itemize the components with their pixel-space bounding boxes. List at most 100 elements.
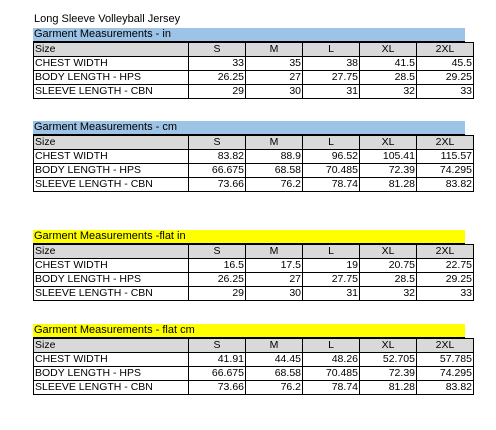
table-cell: 48.26 — [302, 352, 360, 367]
measurement-table: Size S M L XL 2XL CHEST WIDTH 16.5 17.5 … — [33, 244, 474, 301]
header-cell: M — [245, 135, 303, 150]
table-cell: 22.75 — [416, 258, 474, 273]
table-cell: 26.25 — [188, 272, 246, 287]
table-row: SLEEVE LENGTH - CBN 29 30 31 32 33 — [33, 286, 474, 301]
row-label: BODY LENGTH - HPS — [33, 163, 189, 178]
row-label: BODY LENGTH - HPS — [33, 70, 189, 85]
table-cell: 32 — [359, 84, 417, 99]
table-cell: 29 — [188, 84, 246, 99]
table-row: SLEEVE LENGTH - CBN 29 30 31 32 33 — [33, 84, 474, 99]
table-cell: 83.82 — [416, 177, 474, 192]
table-cell: 26.25 — [188, 70, 246, 85]
table-cell: 28.5 — [359, 70, 417, 85]
table-cell: 35 — [245, 56, 303, 71]
section-title: Garment Measurements - cm — [33, 121, 465, 135]
header-cell-size: Size — [33, 42, 189, 57]
table-cell: 45.5 — [416, 56, 474, 71]
table-cell: 29.25 — [416, 70, 474, 85]
table-cell: 31 — [302, 286, 360, 301]
measurement-section-flat-in: Garment Measurements -flat in Size S M L… — [33, 230, 474, 301]
table-cell: 70.485 — [302, 366, 360, 381]
table-row: SLEEVE LENGTH - CBN 73.66 76.2 78.74 81.… — [33, 177, 474, 192]
table-cell: 30 — [245, 84, 303, 99]
table-cell: 74.295 — [416, 366, 474, 381]
table-row: CHEST WIDTH 41.91 44.45 48.26 52.705 57.… — [33, 352, 474, 367]
table-cell: 29.25 — [416, 272, 474, 287]
table-cell: 81.28 — [359, 177, 417, 192]
section-title: Garment Measurements - flat cm — [33, 324, 465, 338]
table-cell: 78.74 — [302, 177, 360, 192]
table-cell: 72.39 — [359, 163, 417, 178]
table-cell: 105.41 — [359, 149, 417, 164]
header-cell: M — [245, 42, 303, 57]
table-cell: 44.45 — [245, 352, 303, 367]
header-cell: S — [188, 135, 246, 150]
document-title: Long Sleeve Volleyball Jersey — [34, 13, 181, 25]
measurement-section-cm: Garment Measurements - cm Size S M L XL … — [33, 121, 474, 192]
row-label: SLEEVE LENGTH - CBN — [33, 380, 189, 395]
table-cell: 66.675 — [188, 163, 246, 178]
table-cell: 73.66 — [188, 177, 246, 192]
header-cell: 2XL — [416, 338, 474, 353]
table-cell: 33 — [188, 56, 246, 71]
table-cell: 78.74 — [302, 380, 360, 395]
header-cell: L — [302, 244, 360, 259]
table-header-row: Size S M L XL 2XL — [33, 338, 474, 353]
row-label: SLEEVE LENGTH - CBN — [33, 177, 189, 192]
table-row: BODY LENGTH - HPS 26.25 27 27.75 28.5 29… — [33, 272, 474, 287]
table-cell: 68.58 — [245, 366, 303, 381]
header-cell: S — [188, 244, 246, 259]
header-cell: S — [188, 42, 246, 57]
table-cell: 27.75 — [302, 272, 360, 287]
table-cell: 72.39 — [359, 366, 417, 381]
table-cell: 115.57 — [416, 149, 474, 164]
table-row: BODY LENGTH - HPS 66.675 68.58 70.485 72… — [33, 366, 474, 381]
row-label: BODY LENGTH - HPS — [33, 366, 189, 381]
table-cell: 30 — [245, 286, 303, 301]
table-cell: 33 — [416, 286, 474, 301]
table-cell: 83.82 — [416, 380, 474, 395]
table-cell: 81.28 — [359, 380, 417, 395]
header-cell: L — [302, 42, 360, 57]
measurement-section-flat-cm: Garment Measurements - flat cm Size S M … — [33, 324, 474, 395]
table-cell: 76.2 — [245, 380, 303, 395]
table-cell: 76.2 — [245, 177, 303, 192]
header-cell: S — [188, 338, 246, 353]
measurement-table: Size S M L XL 2XL CHEST WIDTH 41.91 44.4… — [33, 338, 474, 395]
table-cell: 52.705 — [359, 352, 417, 367]
table-cell: 88.9 — [245, 149, 303, 164]
header-cell: L — [302, 135, 360, 150]
table-header-row: Size S M L XL 2XL — [33, 135, 474, 150]
table-cell: 66.675 — [188, 366, 246, 381]
table-cell: 31 — [302, 84, 360, 99]
header-cell: 2XL — [416, 42, 474, 57]
table-header-row: Size S M L XL 2XL — [33, 244, 474, 259]
table-cell: 70.485 — [302, 163, 360, 178]
table-cell: 83.82 — [188, 149, 246, 164]
row-label: CHEST WIDTH — [33, 352, 189, 367]
table-cell: 19 — [302, 258, 360, 273]
header-cell-size: Size — [33, 244, 189, 259]
row-label: CHEST WIDTH — [33, 149, 189, 164]
header-cell-size: Size — [33, 135, 189, 150]
row-label: BODY LENGTH - HPS — [33, 272, 189, 287]
table-cell: 27 — [245, 272, 303, 287]
table-cell: 33 — [416, 84, 474, 99]
table-cell: 96.52 — [302, 149, 360, 164]
table-cell: 41.5 — [359, 56, 417, 71]
header-cell: XL — [359, 244, 417, 259]
table-cell: 27.75 — [302, 70, 360, 85]
table-row: BODY LENGTH - HPS 66.675 68.58 70.485 72… — [33, 163, 474, 178]
row-label: SLEEVE LENGTH - CBN — [33, 84, 189, 99]
measurement-table: Size S M L XL 2XL CHEST WIDTH 33 35 38 4… — [33, 42, 474, 99]
section-title: Garment Measurements - in — [33, 28, 465, 42]
table-row: BODY LENGTH - HPS 26.25 27 27.75 28.5 29… — [33, 70, 474, 85]
measurement-table: Size S M L XL 2XL CHEST WIDTH 83.82 88.9… — [33, 135, 474, 192]
table-header-row: Size S M L XL 2XL — [33, 42, 474, 57]
measurement-section-in: Garment Measurements - in Size S M L XL … — [33, 28, 474, 99]
header-cell: M — [245, 338, 303, 353]
table-cell: 16.5 — [188, 258, 246, 273]
table-cell: 27 — [245, 70, 303, 85]
table-cell: 28.5 — [359, 272, 417, 287]
table-cell: 41.91 — [188, 352, 246, 367]
